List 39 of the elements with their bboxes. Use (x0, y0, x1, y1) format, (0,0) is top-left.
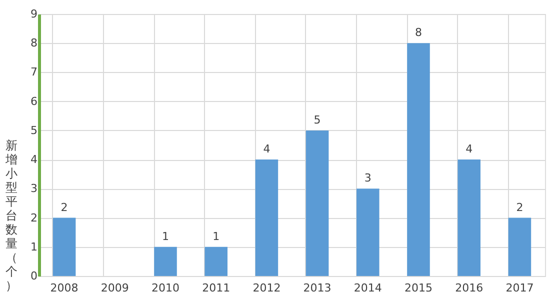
x-tick-label: 2013 (303, 282, 332, 294)
data-label: 8 (415, 26, 422, 40)
bar (306, 130, 329, 276)
data-label: 4 (466, 142, 473, 156)
y-tick-label: 6 (30, 94, 38, 108)
x-tick-label: 2008 (50, 282, 78, 294)
y-tick-label: 1 (30, 240, 38, 254)
y-tick-label: 5 (30, 124, 38, 137)
y-tick-label: 8 (30, 36, 38, 50)
x-tick-label: 2010 (152, 282, 180, 294)
x-tick-label: 2016 (455, 282, 484, 294)
bar (407, 43, 430, 276)
data-label: 1 (212, 230, 220, 243)
data-label: 3 (364, 172, 372, 185)
x-tick-label: 2012 (252, 282, 281, 294)
y-tick-label: 2 (30, 211, 38, 224)
bar (508, 218, 532, 276)
x-tick-label: 2014 (354, 282, 382, 294)
x-tick-label: 2011 (202, 282, 230, 294)
data-label: 4 (263, 142, 270, 156)
x-tick-label: 2009 (100, 282, 129, 294)
x-tick-label: 2015 (404, 282, 432, 294)
y-tick-label: 4 (30, 153, 38, 166)
data-label: 2 (60, 200, 68, 214)
bar (255, 160, 278, 276)
data-label: 5 (314, 113, 321, 126)
y-tick-label: 0 (30, 270, 38, 282)
bar (204, 246, 228, 276)
bar (154, 246, 177, 276)
bar (52, 218, 76, 276)
data-label: 1 (162, 230, 169, 243)
text: 新增小型平台数量（个） (6, 138, 18, 292)
y-tick-label: 9 (30, 8, 38, 20)
bar (356, 188, 380, 276)
y-tick-label: 7 (30, 66, 38, 79)
bar (458, 160, 480, 276)
y-tick-label: 3 (30, 182, 38, 196)
data-label: 2 (516, 200, 524, 214)
x-tick-label: 2017 (506, 282, 534, 294)
